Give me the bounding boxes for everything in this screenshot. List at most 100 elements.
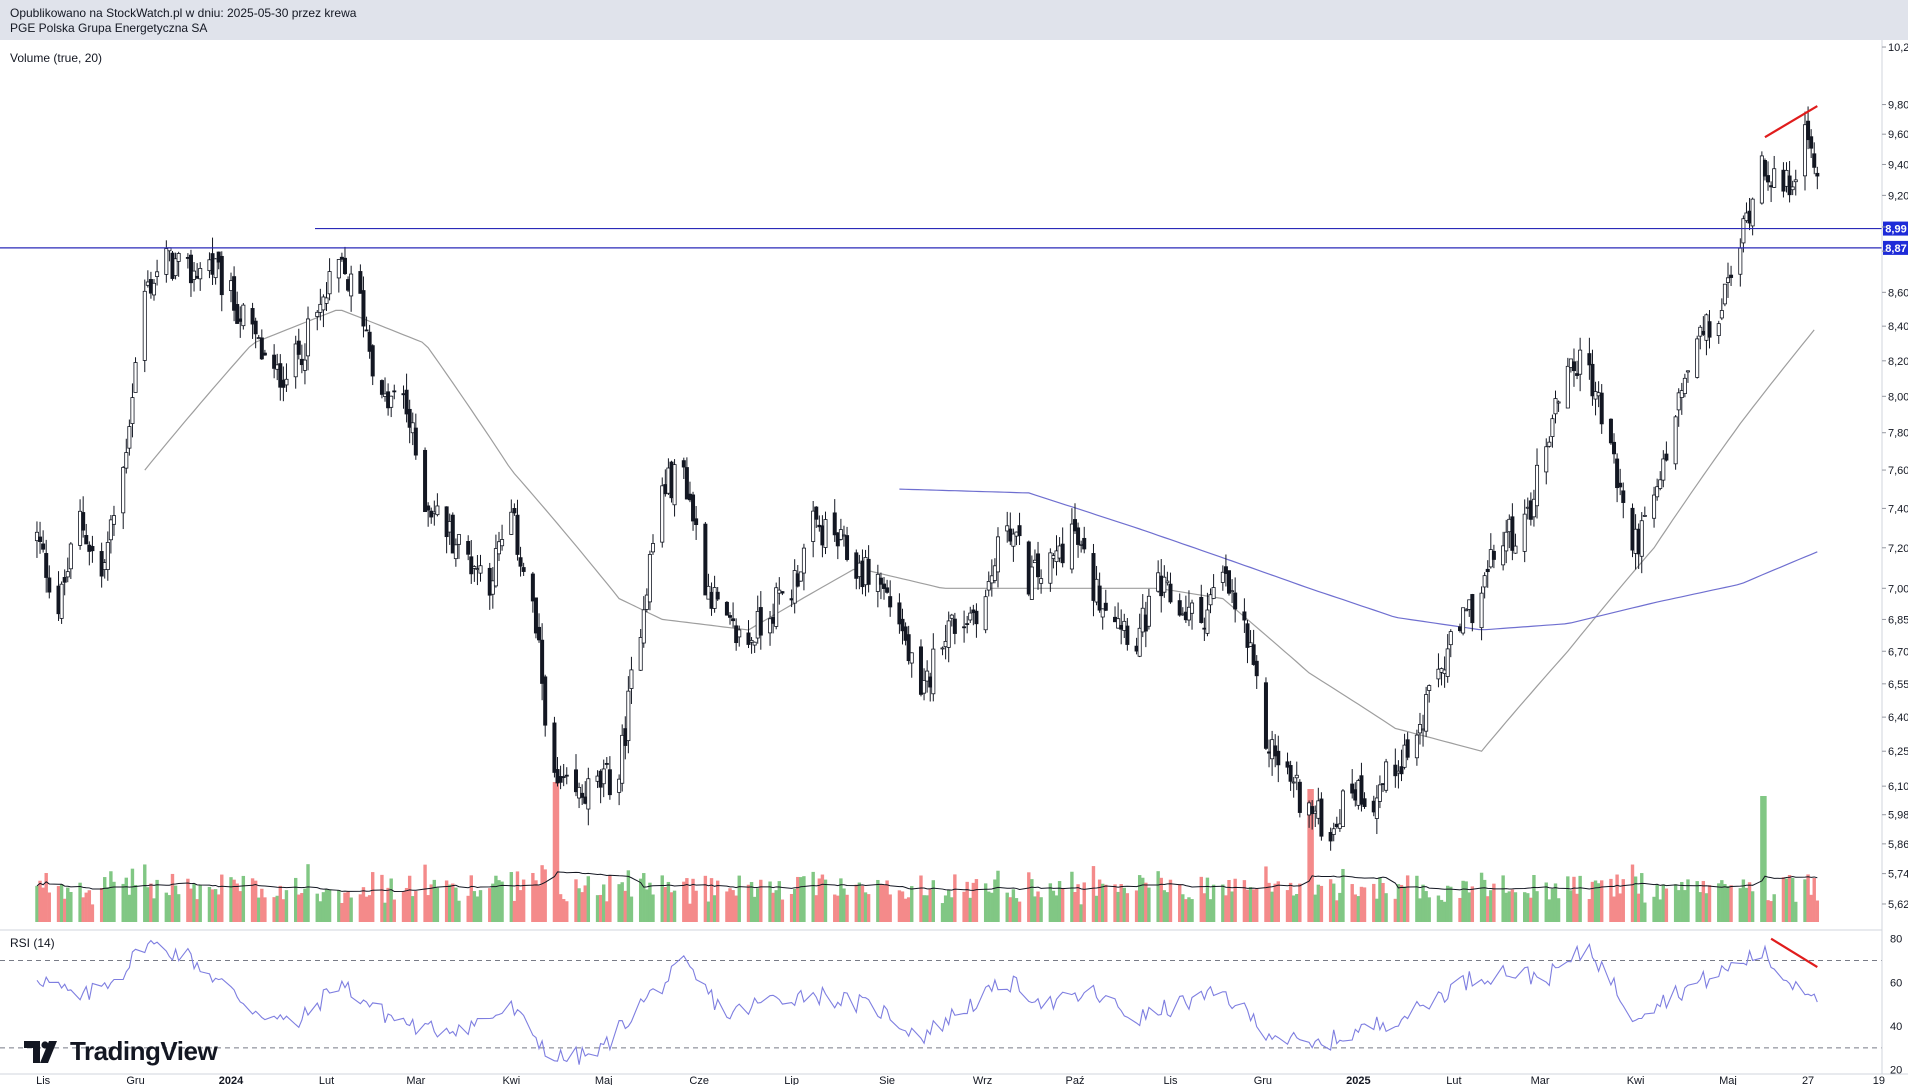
candle-body xyxy=(512,508,517,514)
volume-bar xyxy=(823,879,828,922)
volume-bar xyxy=(1362,887,1367,922)
volume-bar xyxy=(1553,883,1558,922)
volume-bar xyxy=(749,882,754,922)
candle-body xyxy=(127,426,132,449)
candle-body xyxy=(1328,832,1333,842)
candle-body xyxy=(573,769,578,793)
volume-bar xyxy=(1504,892,1508,922)
volume-bar xyxy=(1211,884,1216,922)
volume-bar xyxy=(1319,885,1324,922)
volume-bar xyxy=(186,878,190,922)
volume-bar xyxy=(537,885,541,922)
volume-bar xyxy=(284,890,289,922)
volume-bar xyxy=(1255,888,1259,922)
volume-bar xyxy=(814,895,818,922)
candle-body xyxy=(342,257,347,275)
moving-averages xyxy=(144,309,1818,752)
price-tick-label: 6,25 xyxy=(1888,746,1908,758)
candle-body xyxy=(284,378,289,386)
candle-body xyxy=(838,529,843,540)
candle-body xyxy=(173,258,178,277)
candle-body xyxy=(586,778,591,810)
candle-body xyxy=(370,345,375,377)
candle-body xyxy=(1285,761,1290,768)
volume-bar xyxy=(1381,882,1385,922)
candle-body xyxy=(62,577,67,583)
candle-body xyxy=(715,591,720,600)
volume-bar xyxy=(152,898,156,922)
candle-body xyxy=(478,565,483,574)
volume-bar xyxy=(1794,901,1798,922)
volume-bar xyxy=(1479,872,1484,922)
volume-bar xyxy=(971,882,976,922)
candle-body xyxy=(1384,761,1389,791)
trendlines[interactable] xyxy=(1764,105,1818,969)
candle-body xyxy=(198,268,203,280)
candle-body xyxy=(558,776,563,783)
rsi-indicator-label[interactable]: RSI (14) xyxy=(10,936,55,950)
volume-bar xyxy=(666,881,671,922)
volume-indicator-label[interactable]: Volume (true, 20) xyxy=(10,51,103,65)
candle-body xyxy=(1245,623,1250,648)
candle-body xyxy=(746,632,751,645)
candle-body xyxy=(537,626,542,641)
candle-body xyxy=(1230,590,1235,593)
candle-body xyxy=(413,427,418,456)
candle-body xyxy=(1722,283,1727,305)
candle-body xyxy=(155,271,160,277)
level-label: 8,99 xyxy=(1885,224,1906,236)
volume-bar xyxy=(220,874,224,922)
volume-bar xyxy=(580,892,584,922)
volume-bar xyxy=(879,884,883,922)
volume-bar xyxy=(1418,898,1422,922)
volume-bar xyxy=(155,879,159,922)
volume-bar xyxy=(509,872,514,922)
volume-bar xyxy=(1079,904,1083,922)
price-tick-label: 8,20 xyxy=(1888,356,1908,368)
volume-bar xyxy=(414,891,418,922)
candle-body xyxy=(1251,644,1256,665)
price-tick-label: 8,60 xyxy=(1888,287,1908,299)
volume-bar xyxy=(839,878,843,922)
candle-body xyxy=(1069,523,1074,570)
candle-body xyxy=(684,467,689,500)
volume-bar xyxy=(426,895,430,922)
candle-body xyxy=(866,558,871,585)
volume-bar xyxy=(429,884,433,922)
candle-body xyxy=(1177,600,1182,616)
volume-bar xyxy=(1507,891,1511,922)
volume-bar xyxy=(910,886,914,922)
volume-bar xyxy=(1205,877,1210,922)
candle-body xyxy=(1470,594,1475,624)
volume-bar xyxy=(1134,890,1139,922)
candle-body xyxy=(1310,806,1315,815)
volume-bar xyxy=(583,885,587,922)
volume-bar xyxy=(617,884,621,922)
candle-body xyxy=(1802,124,1807,177)
volume-bar xyxy=(1809,894,1813,922)
volume-bar xyxy=(1442,901,1447,922)
time-tick-label: Lis xyxy=(1163,1075,1178,1085)
volume-bar xyxy=(198,885,202,922)
volume-bar xyxy=(1137,875,1142,922)
volume-bar xyxy=(1202,893,1207,922)
volume-bar xyxy=(444,880,449,922)
candle-body xyxy=(1565,365,1570,409)
candle-body xyxy=(577,786,582,799)
horizontal-levels[interactable]: 8,99 8,87 xyxy=(0,221,1908,255)
candle-body xyxy=(1233,592,1238,610)
volume-bar xyxy=(897,890,902,922)
time-tick-label: Mar xyxy=(406,1075,425,1085)
candle-body xyxy=(540,639,545,684)
volume-bar xyxy=(1199,876,1203,922)
volume-bar xyxy=(1615,874,1619,922)
time-tick-label: Wrz xyxy=(973,1075,992,1085)
candle-body xyxy=(59,583,64,619)
volume-bar xyxy=(250,878,255,922)
price-tick-label: 10,20 xyxy=(1888,42,1908,54)
instrument-name: PGE Polska Grupa Energetyczna SA xyxy=(10,21,208,35)
volume-bar xyxy=(1076,884,1080,922)
volume-bar xyxy=(1057,881,1062,922)
candle-body xyxy=(1787,175,1792,196)
